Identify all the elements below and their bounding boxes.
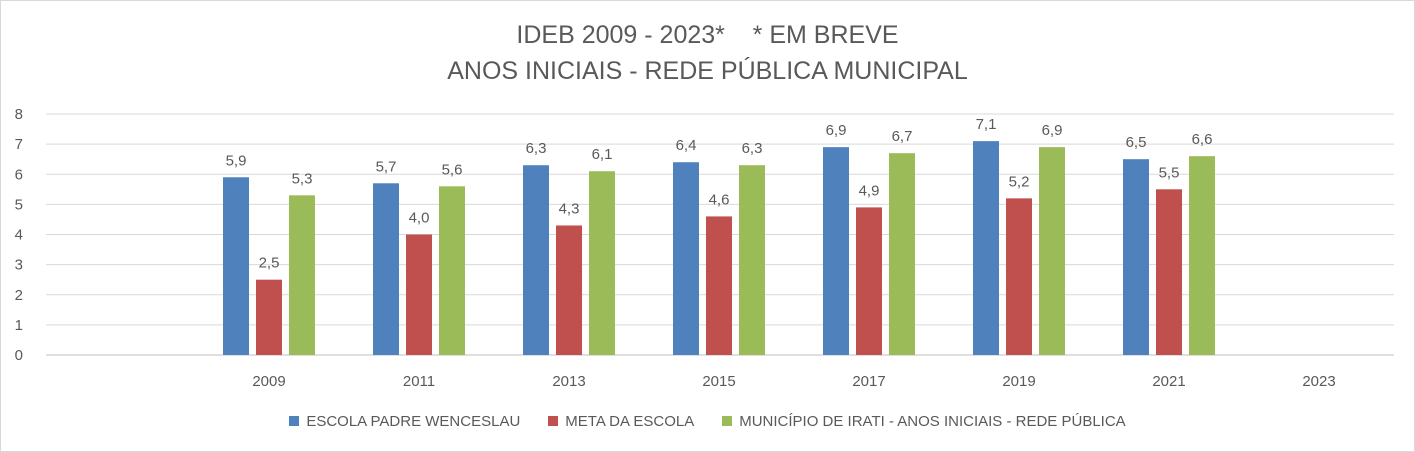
data-label: 6,5	[1126, 134, 1147, 151]
data-label: 6,7	[892, 128, 913, 145]
bar-meta	[406, 234, 432, 355]
y-tick-label: 7	[15, 136, 23, 153]
bar-meta	[1006, 198, 1032, 355]
x-tick-label: 2011	[403, 373, 435, 390]
bar-meta	[556, 225, 582, 355]
legend-label-escola: ESCOLA PADRE WENCESLAU	[306, 412, 521, 430]
y-tick-label: 1	[15, 317, 23, 334]
chart-subtitle: ANOS INICIAIS - REDE PÚBLICA MUNICIPAL	[447, 57, 968, 85]
y-tick-label: 3	[15, 257, 23, 274]
legend-swatch-escola	[289, 416, 300, 426]
bar-escola	[523, 165, 549, 355]
data-label: 5,6	[442, 161, 463, 178]
data-label: 6,1	[592, 146, 613, 163]
y-tick-label: 2	[15, 287, 23, 304]
bar-meta	[856, 207, 882, 355]
data-label: 4,9	[859, 182, 880, 199]
chart-title: IDEB 2009 - 2023* * EM BREVE	[516, 21, 899, 49]
data-label: 5,5	[1159, 164, 1180, 181]
data-label: 5,3	[292, 170, 313, 187]
data-label: 5,9	[226, 152, 247, 169]
data-label: 4,3	[559, 200, 580, 217]
y-tick-label: 8	[15, 106, 23, 123]
bar-municipio	[289, 195, 315, 355]
data-label: 4,0	[409, 210, 430, 227]
data-label: 6,3	[742, 140, 763, 157]
legend-item-meta: META DA ESCOLA	[548, 413, 694, 430]
legend-item-municipio: MUNICÍPIO DE IRATI - ANOS INICIAIS - RED…	[722, 412, 1126, 430]
bar-municipio	[889, 153, 915, 355]
x-tick-label: 2017	[852, 373, 885, 390]
y-tick-label: 5	[15, 196, 23, 213]
bar-meta	[706, 216, 732, 355]
bar-municipio	[1039, 147, 1065, 355]
bar-escola	[223, 177, 249, 355]
data-label: 6,9	[1042, 122, 1063, 139]
bar-escola	[1123, 159, 1149, 355]
bar-escola	[823, 147, 849, 355]
data-label: 4,6	[709, 191, 730, 208]
legend-label-meta: META DA ESCOLA	[565, 412, 695, 430]
bar-meta	[256, 279, 282, 355]
x-tick-label: 2015	[702, 373, 735, 390]
x-tick-label: 2013	[552, 373, 585, 390]
data-label: 2,5	[259, 255, 280, 272]
data-label: 6,9	[826, 122, 847, 139]
data-label: 5,7	[376, 158, 397, 175]
x-tick-label: 2023	[1302, 373, 1335, 390]
x-tick-label: 2019	[1002, 373, 1035, 390]
legend-item-escola: ESCOLA PADRE WENCESLAU	[289, 413, 520, 430]
data-label: 5,2	[1009, 173, 1030, 190]
y-tick-label: 6	[15, 166, 23, 183]
data-label: 6,6	[1192, 131, 1213, 148]
bar-municipio	[1189, 156, 1215, 355]
data-label: 6,4	[676, 137, 697, 154]
bar-escola	[973, 141, 999, 355]
legend: ESCOLA PADRE WENCESLAU META DA ESCOLA MU…	[1, 409, 1414, 433]
data-label: 7,1	[976, 116, 997, 133]
bar-municipio	[739, 165, 765, 355]
x-tick-label: 2009	[252, 373, 285, 390]
bar-escola	[673, 162, 699, 355]
bar-municipio	[439, 186, 465, 355]
legend-swatch-municipio	[722, 416, 733, 426]
data-label: 6,3	[526, 140, 547, 157]
bar-escola	[373, 183, 399, 355]
x-tick-label: 2021	[1152, 373, 1185, 390]
y-tick-label: 0	[15, 347, 23, 364]
legend-label-municipio: MUNICÍPIO DE IRATI - ANOS INICIAIS - RED…	[739, 412, 1126, 430]
y-tick-label: 4	[15, 227, 23, 244]
bar-meta	[1156, 189, 1182, 355]
bar-municipio	[589, 171, 615, 355]
legend-swatch-meta	[548, 416, 559, 426]
